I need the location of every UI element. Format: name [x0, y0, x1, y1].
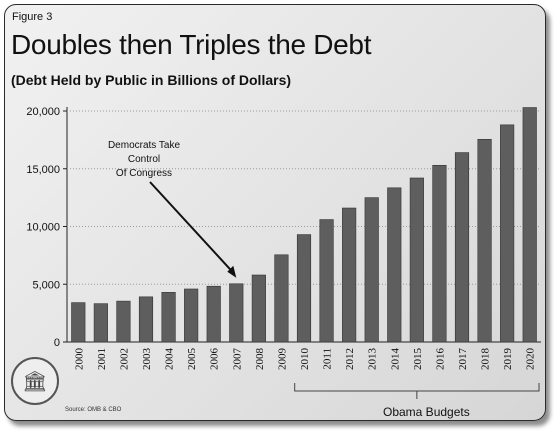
annotation-arrow — [149, 181, 236, 275]
bar — [116, 300, 131, 343]
x-tick-label: 2003 — [141, 348, 153, 371]
x-tick-label: 2004 — [164, 348, 176, 371]
annotation-text: Control — [128, 154, 160, 165]
y-tick-label: 20,000 — [26, 106, 60, 118]
bar — [206, 285, 221, 343]
bar — [342, 207, 357, 343]
x-tick-label: 2018 — [480, 348, 492, 371]
annotation-text: Of Congress — [116, 168, 172, 179]
bar — [409, 177, 424, 343]
y-tick-label: 0 — [54, 337, 60, 349]
x-tick-label: 2008 — [254, 348, 266, 371]
source-note: Source: OMB & CBO — [65, 407, 122, 413]
bracket — [294, 383, 540, 399]
bar — [138, 296, 154, 343]
bar — [387, 187, 402, 343]
x-tick-label: 2007 — [231, 348, 243, 371]
bar — [432, 164, 447, 343]
bar-chart: 0 5,000 10,000 15,000 20,000 2000 2001 2002 2003… — [26, 106, 541, 399]
x-tick-label: 2010 — [299, 348, 311, 371]
bar — [93, 303, 108, 343]
x-tick-label: 2005 — [186, 348, 198, 371]
bar — [364, 197, 379, 343]
bar — [454, 152, 470, 343]
bar — [274, 254, 289, 343]
figure-card: Figure 3 Doubles then Triples the Debt (… — [4, 4, 546, 421]
bar — [251, 274, 266, 343]
bracket-label: Obama Budgets — [383, 405, 470, 419]
x-tick-label: 2016 — [434, 348, 446, 371]
annotation-text: Democrats Take — [108, 140, 181, 151]
bar — [184, 288, 199, 343]
bar — [500, 124, 515, 343]
capitol-seal-icon: 🏛 — [11, 357, 59, 405]
chart-subtitle: (Debt Held by Public in Billions of Doll… — [11, 72, 292, 88]
x-tick-label: 2009 — [276, 348, 288, 371]
chart-title: Doubles then Triples the Debt — [11, 29, 372, 60]
x-tick-label: 2014 — [389, 348, 401, 371]
bar — [522, 107, 537, 343]
x-tick-label: 2017 — [457, 348, 469, 371]
annotation-arrowhead — [227, 265, 237, 278]
x-tick-label: 2006 — [209, 348, 221, 371]
bar — [161, 292, 176, 343]
x-tick-label: 2002 — [118, 348, 130, 370]
x-tick-label: 2000 — [73, 348, 85, 371]
bar — [296, 234, 312, 343]
x-tick-label: 2013 — [367, 348, 379, 371]
bar — [477, 138, 492, 343]
x-tick-label: 2019 — [502, 348, 514, 371]
figure-label: Figure 3 — [12, 11, 53, 23]
bar — [71, 302, 86, 343]
bar — [229, 283, 244, 343]
y-tick-label: 5,000 — [32, 279, 60, 291]
x-tick-label: 2015 — [412, 348, 424, 371]
x-tick-label: 2011 — [322, 348, 334, 370]
x-tick-label: 2020 — [525, 348, 537, 371]
x-tick-label: 2012 — [344, 348, 356, 370]
y-tick-label: 10,000 — [26, 222, 60, 234]
x-tick-label: 2001 — [96, 348, 108, 370]
bar — [319, 219, 334, 343]
y-tick-label: 15,000 — [26, 164, 60, 176]
